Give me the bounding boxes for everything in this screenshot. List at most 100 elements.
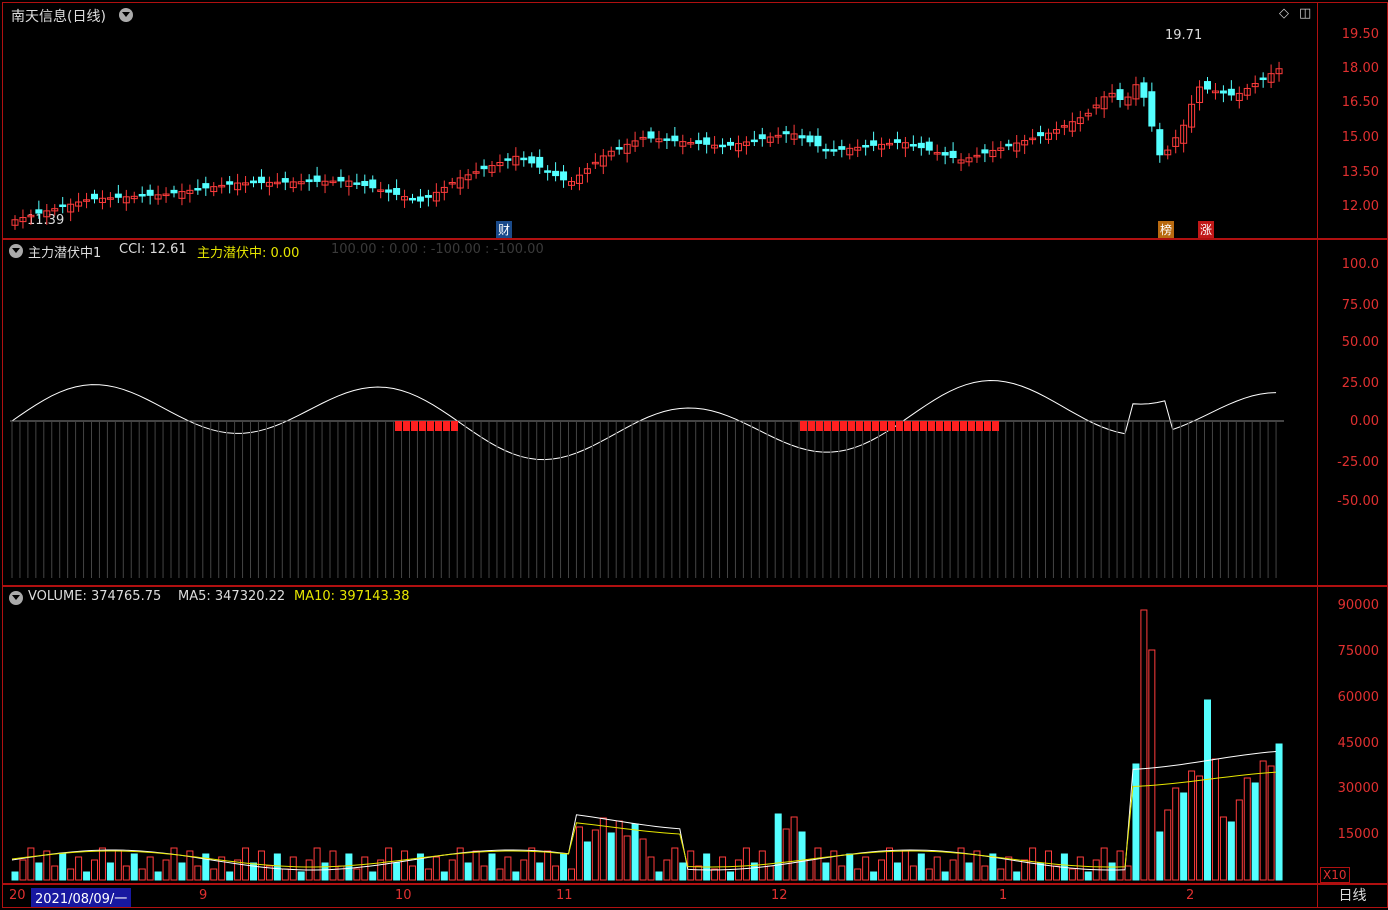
signal-bar	[896, 421, 903, 431]
volume-bar	[83, 871, 91, 881]
candle-body	[1259, 77, 1267, 81]
window-toggle-icon[interactable]: ◫	[1299, 6, 1312, 21]
candle-body	[599, 155, 607, 167]
candle-body	[687, 142, 695, 145]
volume-bar	[464, 862, 472, 881]
price-tick: 13.50	[1341, 165, 1379, 180]
candle-body	[1180, 124, 1188, 144]
volume-bar	[393, 862, 401, 881]
candle-body	[1045, 132, 1052, 140]
limit-up-marker[interactable]: 涨	[1198, 221, 1215, 238]
candle-body	[1068, 121, 1076, 132]
price-tick: 18.00	[1341, 61, 1379, 76]
candle-body	[1076, 117, 1084, 125]
volume-tick: 90000	[1337, 598, 1379, 613]
volume-bar	[663, 859, 671, 881]
volume-bar	[146, 856, 154, 881]
volume-bar	[957, 847, 965, 881]
volume-bar	[1108, 862, 1116, 881]
diamond-icon[interactable]: ◇	[1279, 6, 1289, 21]
ghost-params: 100.00 : 0.00 : -100.00 : -100.00	[331, 242, 544, 257]
volume-bar	[1164, 809, 1172, 881]
volume-bar	[1251, 782, 1259, 881]
finance-marker[interactable]: 财	[496, 221, 513, 238]
volume-bar	[854, 868, 862, 881]
candle-body	[345, 180, 353, 187]
candle-body	[703, 137, 711, 145]
volume-tick: 75000	[1337, 644, 1379, 659]
volume-bar	[846, 853, 854, 881]
candle-body	[1227, 88, 1235, 96]
candle-body	[67, 203, 75, 213]
volume-bar	[91, 859, 98, 881]
volume-bar	[409, 865, 416, 881]
volume-bar	[440, 871, 448, 881]
candle-body	[1108, 92, 1116, 98]
title-dropdown-icon[interactable]	[119, 8, 133, 22]
volume-dropdown-icon[interactable]	[9, 591, 23, 605]
cci-tick: -25.00	[1337, 455, 1379, 470]
candle-body	[1052, 129, 1060, 134]
volume-bar	[1100, 847, 1108, 881]
volume-bar	[122, 865, 130, 881]
candle-body	[369, 179, 377, 189]
candle-body	[878, 143, 886, 150]
volume-bar	[552, 865, 560, 881]
candle-body	[321, 180, 329, 186]
min-price-label: 11.39	[27, 213, 65, 228]
volume-bar	[965, 862, 973, 881]
volume-bar	[599, 817, 607, 881]
volume-bar	[242, 847, 250, 881]
signal-bar	[968, 421, 975, 431]
volume-bar	[11, 871, 19, 881]
volume-bar	[615, 820, 623, 881]
volume-bar	[544, 850, 552, 881]
candle-body	[1204, 81, 1211, 90]
volume-bar	[154, 871, 162, 881]
volume-bar	[1013, 871, 1021, 881]
candle-body	[1060, 125, 1068, 128]
candle-body	[281, 178, 289, 183]
volume-bar	[353, 868, 361, 881]
candle-body	[671, 135, 679, 142]
candle-body	[19, 217, 27, 223]
month-label: 10	[395, 888, 412, 903]
volume-panel[interactable]: VOLUME: 374765.75 MA5: 347320.22 MA10: 3…	[2, 586, 1318, 884]
volume-bar	[361, 856, 369, 881]
price-chart-panel[interactable]: 南天信息(日线) ◇ ◫ 19.71 11.39 财 榜 涨	[2, 2, 1318, 239]
candle-body	[1211, 90, 1219, 94]
candle-body	[1235, 92, 1243, 101]
candle-body	[568, 181, 575, 186]
candle-body	[1140, 82, 1148, 98]
candle-body	[615, 147, 623, 150]
volume-bar	[639, 838, 647, 881]
candle-body	[1243, 87, 1251, 96]
candle-body	[297, 181, 305, 185]
candle-body	[361, 180, 369, 187]
candle-body	[250, 180, 257, 184]
cci-tick: 100.0	[1341, 257, 1379, 272]
volume-tick: 60000	[1337, 690, 1379, 705]
candle-body	[901, 142, 909, 149]
signal-bar	[960, 421, 967, 431]
volume-bar	[1172, 787, 1180, 881]
volume-bar	[273, 853, 281, 881]
candle-body	[536, 156, 544, 168]
volume-bar	[822, 862, 830, 881]
signal-bar	[840, 421, 847, 431]
volume-bar	[329, 850, 337, 881]
volume-bar	[997, 868, 1005, 881]
candle-body	[273, 181, 281, 185]
candle-body	[838, 146, 846, 150]
indicator-dropdown-icon[interactable]	[9, 244, 23, 258]
rank-marker[interactable]: 榜	[1158, 221, 1175, 238]
candle-body	[854, 146, 862, 151]
indicator-panel[interactable]: 主力潜伏中1 CCI: 12.61 主力潜伏中: 0.00 100.00 : 0…	[2, 239, 1318, 586]
volume-bar	[1180, 792, 1188, 881]
candle-body	[1013, 142, 1021, 152]
volume-bar	[734, 859, 742, 881]
volume-bar	[59, 853, 67, 881]
candle-body	[385, 189, 393, 193]
candle-body	[51, 208, 59, 212]
candle-body	[432, 191, 440, 202]
